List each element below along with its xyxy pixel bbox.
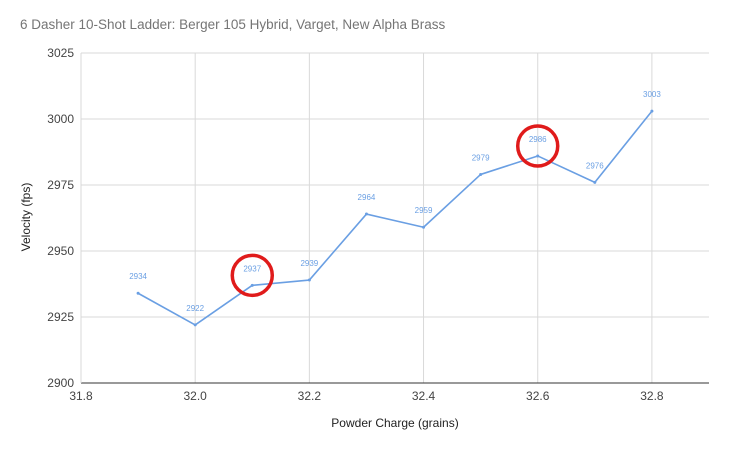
highlight-circle: [230, 253, 275, 298]
data-label: 3003: [643, 90, 661, 99]
y-tick-label: 2900: [47, 376, 74, 390]
data-point: [593, 180, 597, 184]
data-point: [422, 225, 426, 229]
chart-title: 6 Dasher 10-Shot Ladder: Berger 105 Hybr…: [20, 17, 446, 32]
x-tick-label: 32.6: [526, 389, 550, 403]
data-label: 2964: [358, 193, 376, 202]
y-tick-label: 2975: [47, 178, 74, 192]
data-point: [136, 291, 140, 295]
data-point: [650, 109, 654, 113]
data-label: 2939: [300, 259, 318, 268]
y-tick-labels: 2900 2925 2950 2975 3000 3025: [47, 46, 74, 390]
y-tick-label: 3000: [47, 112, 74, 126]
data-point: [307, 278, 311, 282]
series-line: [137, 110, 653, 326]
data-label: 2922: [186, 304, 204, 313]
x-tick-labels: 31.8 32.0 32.2 32.4 32.6 32.8: [69, 389, 664, 403]
x-tick-label: 32.0: [184, 389, 208, 403]
data-label: 2979: [472, 153, 490, 162]
data-point: [193, 323, 197, 327]
y-tick-label: 2925: [47, 310, 74, 324]
data-label: 2959: [415, 206, 433, 215]
data-labels: 2934 2922 2937 2939 2964 2959 2979 2986 2976 3003: [129, 90, 661, 313]
axes: [80, 53, 709, 384]
data-label: 2934: [129, 272, 147, 281]
data-point: [536, 154, 540, 158]
highlight-circle: [515, 124, 560, 168]
data-label: 2986: [529, 135, 547, 144]
x-tick-label: 32.4: [412, 389, 436, 403]
x-tick-label: 31.8: [69, 389, 93, 403]
data-point: [364, 212, 368, 216]
data-label: 2937: [243, 264, 261, 273]
data-label: 2976: [586, 161, 604, 170]
highlight-circles: [230, 124, 560, 298]
y-axis-label: Velocity (fps): [19, 183, 33, 252]
series-velocity: [137, 110, 653, 326]
x-tick-label: 32.8: [640, 389, 664, 403]
data-points: [136, 109, 654, 327]
data-point: [250, 283, 254, 287]
x-axis-label: Powder Charge (grains): [331, 416, 458, 430]
y-tick-label: 3025: [47, 46, 74, 60]
y-tick-label: 2950: [47, 244, 74, 258]
data-point: [479, 172, 483, 176]
gridlines: [81, 52, 709, 383]
x-tick-label: 32.2: [298, 389, 322, 403]
